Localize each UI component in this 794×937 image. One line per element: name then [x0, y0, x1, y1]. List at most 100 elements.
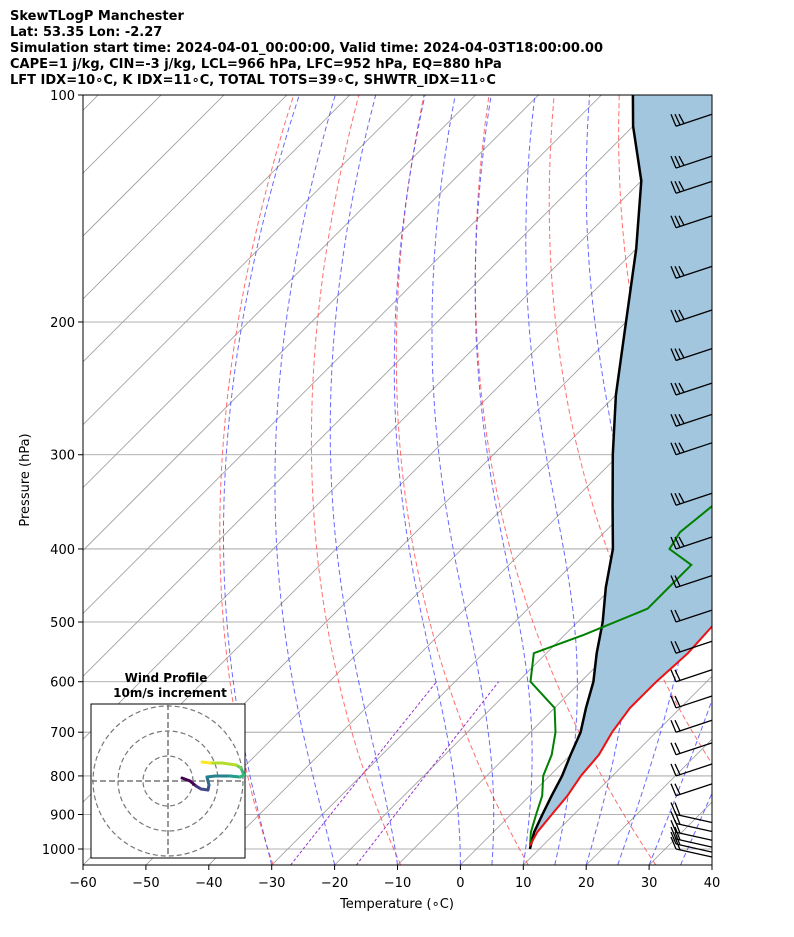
- wind-barb: [670, 347, 713, 362]
- location-label: Lat: 53.35 Lon: -2.27: [10, 25, 163, 40]
- dewpoint-line: [529, 504, 712, 846]
- barb-flag: [678, 536, 685, 547]
- isotherm: [83, 109, 712, 740]
- barb-flag: [678, 442, 685, 453]
- barb-shaft: [675, 783, 713, 797]
- x-tick-label: 40: [704, 876, 721, 891]
- barb-shaft: [675, 215, 713, 229]
- barb-flag: [670, 215, 677, 229]
- barb-shaft: [675, 831, 713, 841]
- barb-shaft: [675, 813, 713, 824]
- barb-flag: [674, 695, 681, 707]
- wind-barb: [670, 265, 713, 279]
- y-tick-label: 300: [50, 449, 75, 464]
- wind-barb: [670, 802, 713, 824]
- barb-flag: [670, 309, 677, 323]
- x-tick-label: −20: [321, 876, 348, 891]
- y-tick-label: 800: [50, 770, 75, 785]
- barb-shaft: [675, 492, 713, 506]
- barb-shaft: [675, 695, 713, 709]
- indices-line-2: LFT IDX=10∘C, K IDX=11∘C, TOTAL TOTS=39∘…: [10, 73, 496, 88]
- barb-flag: [674, 826, 681, 841]
- isotherm: [271, 424, 712, 865]
- barb-flag: [674, 831, 681, 846]
- barb-flag: [678, 113, 685, 124]
- barb-shaft: [675, 763, 713, 777]
- wind-barb: [670, 309, 713, 323]
- parcel-line: [528, 95, 643, 850]
- barb-flag: [670, 536, 677, 550]
- barb-flag: [674, 180, 681, 193]
- moist-adiabat: [329, 95, 398, 865]
- barb-flag: [674, 309, 681, 321]
- barb-flag: [670, 181, 677, 194]
- moist-adiabat: [525, 95, 578, 865]
- wind-barb: [670, 492, 713, 506]
- barb-shaft: [675, 822, 713, 833]
- barb-shaft: [675, 347, 713, 362]
- barb-flag: [670, 836, 677, 850]
- barb-flag: [674, 575, 681, 587]
- dry-adiabat: [750, 95, 794, 865]
- barb-flag: [670, 831, 677, 845]
- barb-flag: [678, 348, 685, 359]
- barb-shaft: [675, 265, 713, 279]
- barb-flag: [670, 742, 677, 756]
- barb-flag: [674, 442, 681, 454]
- wind-barb: [670, 215, 713, 229]
- isotherm: [775, 95, 794, 865]
- barb-flag: [678, 492, 685, 503]
- barb-shaft: [675, 719, 713, 733]
- hodograph-segment: [220, 761, 238, 767]
- barb-flag: [670, 266, 677, 279]
- isotherm: [334, 487, 712, 865]
- moist-adiabat: [474, 95, 533, 865]
- y-tick-label: 100: [50, 89, 75, 104]
- wind-barb: [670, 783, 713, 797]
- barb-flag: [670, 819, 677, 833]
- barb-flag: [674, 492, 681, 505]
- wind-barb: [670, 574, 713, 589]
- x-tick-label: −30: [258, 876, 285, 891]
- moist-adiabat: [617, 95, 699, 865]
- isotherm: [83, 95, 602, 614]
- barb-flag: [670, 575, 677, 588]
- isotherm: [83, 95, 665, 677]
- hodograph-subtitle: 10m/s increment: [113, 686, 227, 700]
- barb-shaft: [675, 113, 713, 127]
- isotherm: [145, 298, 712, 865]
- barb-flag: [674, 265, 681, 278]
- barb-shaft: [675, 536, 713, 550]
- x-tick-label: 10: [515, 876, 532, 891]
- barb-flag: [674, 719, 681, 732]
- wind-barb: [670, 763, 713, 777]
- barb-flag: [670, 719, 677, 733]
- barb-flag: [670, 695, 677, 709]
- barb-flag: [674, 783, 681, 795]
- barb-flag: [678, 265, 685, 276]
- barb-flag: [670, 113, 677, 127]
- barb-flag: [674, 215, 681, 227]
- barb-flag: [670, 382, 677, 396]
- barb-flag: [678, 155, 685, 166]
- wind-barb: [670, 669, 713, 683]
- wind-barb: [670, 180, 713, 194]
- barb-flag: [674, 413, 681, 426]
- barb-flag: [670, 155, 677, 169]
- isotherm: [83, 95, 225, 237]
- wind-barb: [670, 640, 713, 654]
- barb-flag: [670, 492, 677, 506]
- x-tick-label: 0: [456, 876, 464, 891]
- isotherm: [83, 95, 539, 552]
- barb-shaft: [675, 669, 713, 683]
- barb-shaft: [675, 309, 713, 323]
- hodograph-title: Wind Profile: [125, 671, 208, 685]
- barb-shaft: [675, 180, 713, 194]
- barb-flag: [674, 802, 681, 816]
- indices-line-1: CAPE=1 j/kg, CIN=-3 j/kg, LCL=966 hPa, L…: [10, 57, 502, 72]
- y-tick-label: 200: [50, 316, 75, 331]
- x-tick-label: −10: [384, 876, 411, 891]
- barb-flag: [674, 763, 681, 775]
- x-tick-label: 30: [641, 876, 658, 891]
